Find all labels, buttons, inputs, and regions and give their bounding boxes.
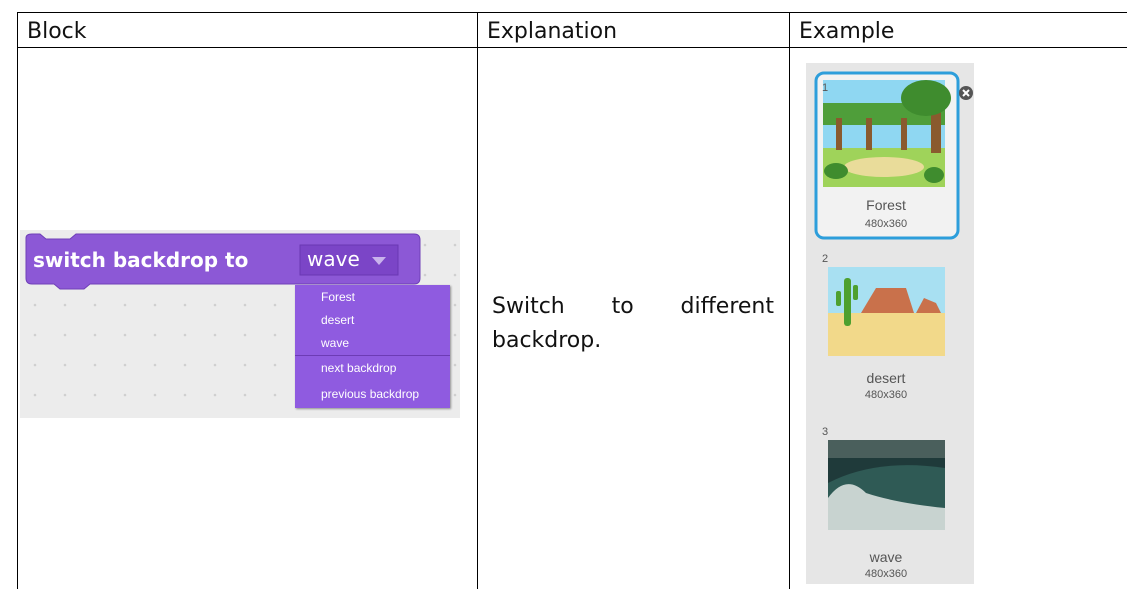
backdrop-name: wave <box>869 549 903 565</box>
block-label: switch backdrop to <box>33 248 249 272</box>
border <box>477 12 478 589</box>
menu-item: previous backdrop <box>321 387 420 401</box>
backdrop-number: 3 <box>822 426 829 438</box>
menu-item: wave <box>321 336 350 350</box>
backdrop-name: Forest <box>866 197 906 213</box>
backdrop-panel <box>806 63 974 584</box>
backdrop-size: 480x360 <box>864 218 908 230</box>
dropdown-menu: Forest desert wave next backdrop previou… <box>295 285 450 408</box>
block-value: wave <box>307 247 360 271</box>
backdrop-size: 480x360 <box>864 568 908 580</box>
backdrop-number: 2 <box>822 253 829 265</box>
explanation: Switch to different backdrop. <box>492 294 774 353</box>
border <box>789 12 790 589</box>
menu-item: desert <box>321 313 355 327</box>
header-cell: Block <box>27 19 87 44</box>
header-cell: Example <box>799 19 895 44</box>
separator <box>295 355 450 356</box>
border <box>17 12 18 589</box>
border <box>17 47 1127 48</box>
header-cell: Explanation <box>487 19 618 44</box>
border <box>17 12 1127 13</box>
backdrop-name: desert <box>866 370 906 386</box>
backdrop-size: 480x360 <box>864 389 908 401</box>
menu-item: Forest <box>321 290 356 304</box>
menu-item: next backdrop <box>321 361 397 375</box>
backdrop-number: 1 <box>822 82 829 94</box>
